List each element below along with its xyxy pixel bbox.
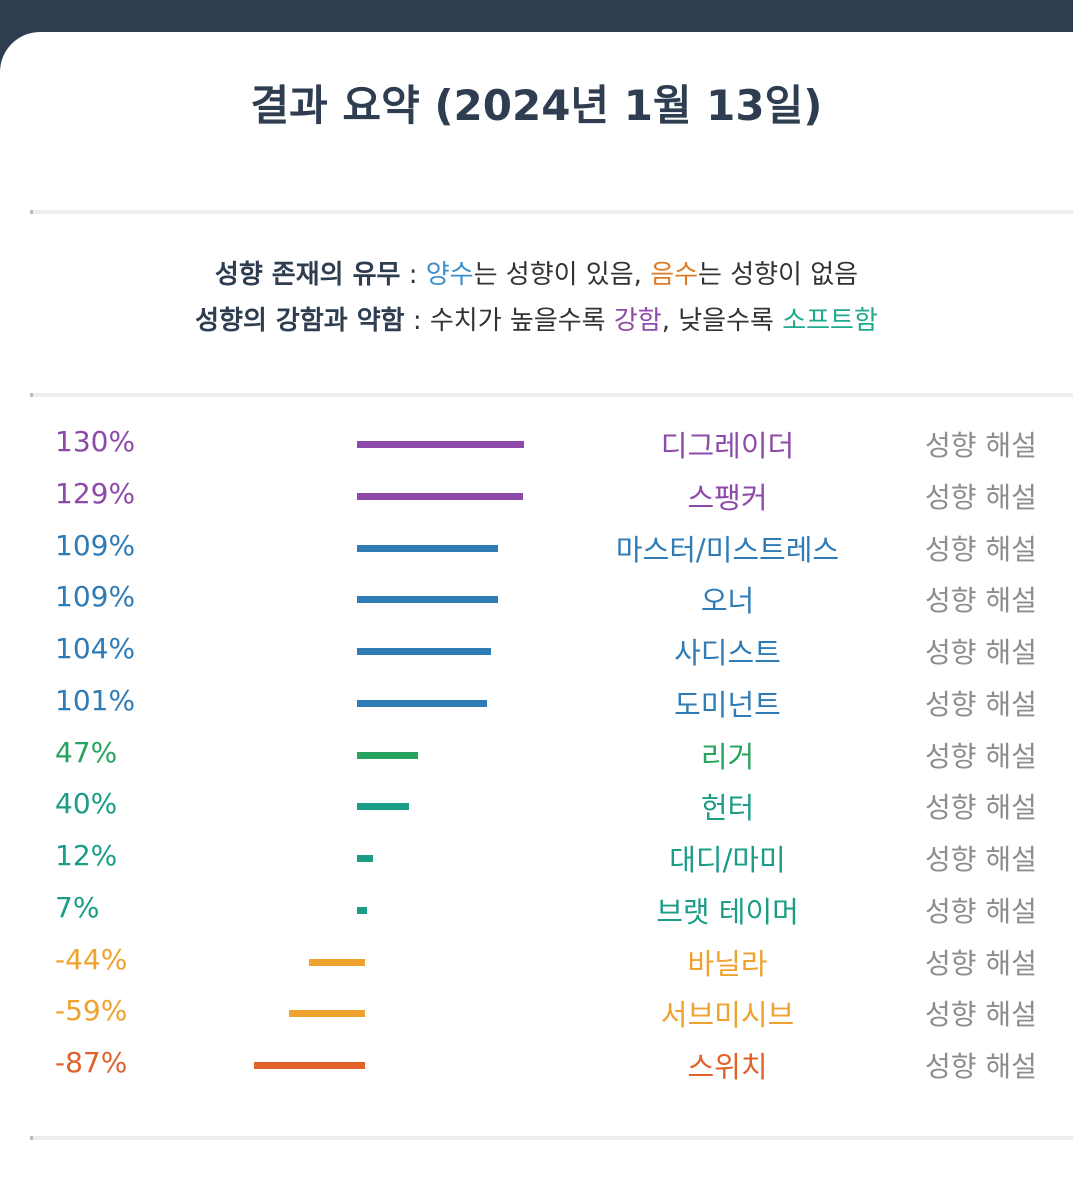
- bar: [308, 959, 365, 966]
- explain-link[interactable]: 성향 해설: [925, 895, 1037, 928]
- legend-positive-text: 는 성향이 있음,: [473, 260, 651, 290]
- value-label: 109%: [55, 529, 136, 562]
- explain-link[interactable]: 성향 해설: [925, 636, 1037, 669]
- chart-row: 109% 마스터/미스트레스 성향 해설: [0, 528, 1073, 580]
- divider-middle: [30, 393, 1073, 397]
- legend-negative-text: 는 성향이 없음: [698, 260, 859, 290]
- category-name: 도미넌트: [674, 688, 781, 722]
- explain-link[interactable]: 성향 해설: [925, 688, 1037, 721]
- explain-link[interactable]: 성향 해설: [925, 429, 1037, 462]
- chart-row: 104% 사디스트 성향 해설: [0, 631, 1073, 683]
- bar: [357, 545, 498, 552]
- category-name: 디그레이더: [660, 429, 795, 463]
- category-name: 헌터: [700, 791, 755, 825]
- explain-link[interactable]: 성향 해설: [925, 584, 1037, 617]
- explain-link[interactable]: 성향 해설: [925, 1050, 1037, 1083]
- bar: [357, 648, 492, 655]
- legend-strength-text-2: , 낮을수록: [661, 306, 783, 336]
- legend-strength-sep: :: [404, 306, 430, 336]
- page-title: 결과 요약 (2024년 1월 13일): [250, 81, 823, 130]
- chart-row: -59% 서브미시브 성향 해설: [0, 993, 1073, 1045]
- category-name: 스팽커: [687, 481, 768, 515]
- value-label: -87%: [55, 1046, 128, 1079]
- legend-strength-label: 성향의 강함과 약함: [195, 306, 405, 336]
- chart-row: 101% 도미넌트 성향 해설: [0, 683, 1073, 735]
- bar: [357, 700, 488, 707]
- value-label: 101%: [55, 684, 136, 717]
- explain-link[interactable]: 성향 해설: [925, 740, 1037, 773]
- category-name: 서브미시브: [660, 998, 795, 1032]
- divider-top: [30, 210, 1073, 214]
- bar: [289, 1010, 365, 1017]
- explain-link[interactable]: 성향 해설: [925, 533, 1037, 566]
- value-label: 109%: [55, 580, 136, 613]
- category-name: 바닐라: [687, 947, 768, 981]
- category-name: 사디스트: [674, 636, 781, 670]
- bar: [357, 493, 524, 500]
- category-name: 오너: [700, 584, 755, 618]
- value-label: -59%: [55, 994, 128, 1027]
- divider-bottom: [30, 1136, 1073, 1140]
- chart-row: 7% 브랫 테이머 성향 해설: [0, 890, 1073, 942]
- legend-negative-word: 음수: [650, 260, 699, 290]
- legend-line-strength: 성향의 강함과 약함 : 수치가 높을수록 강함, 낮을수록 소프트함: [0, 303, 1073, 339]
- chart-row: 47% 리거 성향 해설: [0, 735, 1073, 787]
- legend-existence-label: 성향 존재의 유무: [214, 260, 401, 290]
- legend-soft-word: 소프트함: [782, 306, 878, 336]
- explain-link[interactable]: 성향 해설: [925, 843, 1037, 876]
- bar: [357, 596, 498, 603]
- bar: [357, 441, 525, 448]
- category-name: 브랫 테이머: [656, 895, 799, 929]
- bar: [357, 907, 367, 914]
- value-label: 40%: [55, 787, 118, 820]
- legend-strength-text-1: 수치가 높을수록: [429, 306, 614, 336]
- explain-link[interactable]: 성향 해설: [925, 998, 1037, 1031]
- legend-existence-sep: :: [400, 260, 426, 290]
- chart-row: 40% 헌터 성향 해설: [0, 786, 1073, 838]
- bar: [357, 855, 374, 862]
- value-label: 129%: [55, 477, 136, 510]
- category-name: 대디/마미: [669, 843, 786, 877]
- explain-link[interactable]: 성향 해설: [925, 947, 1037, 980]
- bar: [357, 752, 419, 759]
- category-name: 스위치: [687, 1050, 768, 1084]
- value-label: 12%: [55, 839, 118, 872]
- chart-row: -44% 바닐라 성향 해설: [0, 942, 1073, 994]
- value-label: 7%: [55, 891, 100, 924]
- value-label: -44%: [55, 943, 128, 976]
- legend-line-existence: 성향 존재의 유무 : 양수는 성향이 있음, 음수는 성향이 없음: [0, 257, 1073, 293]
- chart-row: 12% 대디/마미 성향 해설: [0, 838, 1073, 890]
- legend-positive-word: 양수: [425, 260, 474, 290]
- explain-link[interactable]: 성향 해설: [925, 481, 1037, 514]
- category-name: 마스터/미스트레스: [615, 533, 840, 567]
- chart-row: 109% 오너 성향 해설: [0, 579, 1073, 631]
- value-label: 130%: [55, 425, 136, 458]
- value-label: 47%: [55, 736, 118, 769]
- bar: [253, 1062, 365, 1069]
- chart-row: 129% 스팽커 성향 해설: [0, 476, 1073, 528]
- result-card: [0, 32, 1073, 1182]
- explain-link[interactable]: 성향 해설: [925, 791, 1037, 824]
- chart-row: 130% 디그레이더 성향 해설: [0, 424, 1073, 476]
- chart-row: -87% 스위치 성향 해설: [0, 1045, 1073, 1097]
- value-label: 104%: [55, 632, 136, 665]
- category-name: 리거: [700, 740, 755, 774]
- legend-strong-word: 강함: [613, 306, 662, 336]
- bar: [357, 803, 410, 810]
